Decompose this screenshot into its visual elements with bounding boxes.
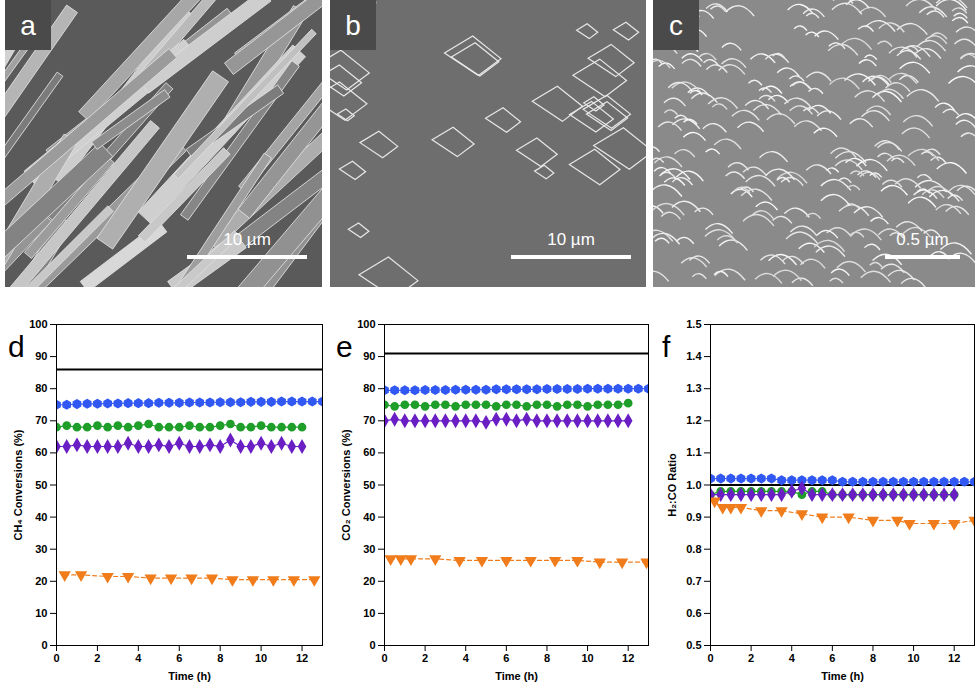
svg-text:0: 0 xyxy=(707,652,713,664)
html-text:d: d xyxy=(8,330,25,363)
svg-text:20: 20 xyxy=(363,575,375,587)
svg-text:90: 90 xyxy=(35,350,47,362)
svg-text:10: 10 xyxy=(363,607,375,619)
svg-text:0: 0 xyxy=(369,639,375,651)
svg-text:10: 10 xyxy=(35,607,47,619)
svg-text:4: 4 xyxy=(789,652,796,664)
svg-text:1.5: 1.5 xyxy=(686,318,701,330)
svg-text:10: 10 xyxy=(907,652,919,664)
svg-text:1.0: 1.0 xyxy=(686,479,701,491)
svg-text:10: 10 xyxy=(581,652,593,664)
svg-text:Time (h): Time (h) xyxy=(168,670,211,682)
svg-text:CH₄ Conversions (%): CH₄ Conversions (%) xyxy=(12,429,24,540)
svg-text:10 µm: 10 µm xyxy=(547,230,595,249)
svg-text:0.5: 0.5 xyxy=(686,639,701,651)
svg-text:1.1: 1.1 xyxy=(686,446,701,458)
svg-text:H₂:CO Ratio: H₂:CO Ratio xyxy=(666,453,678,517)
svg-text:60: 60 xyxy=(35,446,47,458)
svg-text:70: 70 xyxy=(363,414,375,426)
html-text:f: f xyxy=(662,330,671,363)
svg-text:0.7: 0.7 xyxy=(686,575,701,587)
svg-text:30: 30 xyxy=(35,543,47,555)
svg-text:60: 60 xyxy=(363,446,375,458)
svg-text:12: 12 xyxy=(296,652,308,664)
svg-text:70: 70 xyxy=(35,414,47,426)
svg-text:0: 0 xyxy=(381,652,387,664)
svg-text:0.6: 0.6 xyxy=(686,607,701,619)
html-text:e: e xyxy=(336,330,353,363)
svg-text:10: 10 xyxy=(255,652,267,664)
svg-text:a: a xyxy=(20,10,36,41)
svg-text:8: 8 xyxy=(870,652,876,664)
svg-text:0: 0 xyxy=(53,652,59,664)
svg-text:Time (h): Time (h) xyxy=(821,670,864,682)
svg-text:50: 50 xyxy=(35,479,47,491)
svg-text:2: 2 xyxy=(422,652,428,664)
svg-text:Time (h): Time (h) xyxy=(495,670,538,682)
svg-text:40: 40 xyxy=(35,511,47,523)
svg-text:50: 50 xyxy=(363,479,375,491)
svg-text:40: 40 xyxy=(363,511,375,523)
svg-text:6: 6 xyxy=(829,652,835,664)
svg-text:8: 8 xyxy=(217,652,223,664)
svg-text:30: 30 xyxy=(363,543,375,555)
svg-text:80: 80 xyxy=(35,382,47,394)
svg-text:2: 2 xyxy=(94,652,100,664)
svg-text:0.5 µm: 0.5 µm xyxy=(896,230,948,249)
svg-text:100: 100 xyxy=(29,318,47,330)
svg-text:b: b xyxy=(345,10,361,41)
svg-text:4: 4 xyxy=(135,652,142,664)
svg-text:80: 80 xyxy=(363,382,375,394)
svg-text:1.4: 1.4 xyxy=(686,350,702,362)
svg-text:8: 8 xyxy=(544,652,550,664)
svg-text:100: 100 xyxy=(357,318,375,330)
svg-text:1.3: 1.3 xyxy=(686,382,701,394)
svg-text:c: c xyxy=(669,10,683,41)
svg-text:6: 6 xyxy=(176,652,182,664)
svg-text:6: 6 xyxy=(503,652,509,664)
svg-text:2: 2 xyxy=(748,652,754,664)
svg-text:0.9: 0.9 xyxy=(686,511,701,523)
svg-text:0: 0 xyxy=(41,639,47,651)
svg-text:20: 20 xyxy=(35,575,47,587)
svg-text:12: 12 xyxy=(948,652,960,664)
svg-text:90: 90 xyxy=(363,350,375,362)
svg-text:4: 4 xyxy=(463,652,470,664)
svg-text:10 µm: 10 µm xyxy=(223,230,271,249)
svg-text:0.8: 0.8 xyxy=(686,543,701,555)
svg-text:1.2: 1.2 xyxy=(686,414,701,426)
svg-text:CO₂ Conversions (%): CO₂ Conversions (%) xyxy=(340,429,352,541)
svg-text:12: 12 xyxy=(622,652,634,664)
